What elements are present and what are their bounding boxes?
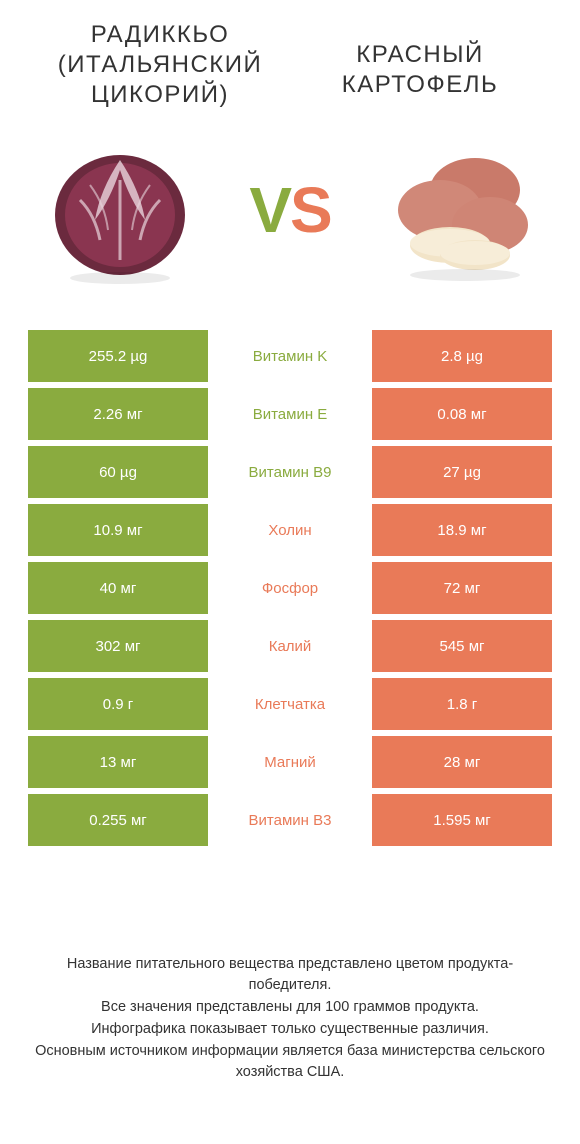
right-value: 28 мг [372, 736, 552, 788]
nutrient-row: 255.2 µgВитамин K2.8 µg [28, 330, 552, 382]
right-value: 0.08 мг [372, 388, 552, 440]
vs-s: S [290, 174, 331, 246]
nutrient-row: 10.9 мгХолин18.9 мг [28, 504, 552, 556]
left-value: 40 мг [28, 562, 208, 614]
nutrient-row: 60 µgВитамин B927 µg [28, 446, 552, 498]
nutrient-row: 40 мгФосфор72 мг [28, 562, 552, 614]
nutrient-row: 13 мгМагний28 мг [28, 736, 552, 788]
nutrient-row: 302 мгКалий545 мг [28, 620, 552, 672]
right-value: 72 мг [372, 562, 552, 614]
left-value: 13 мг [28, 736, 208, 788]
nutrient-label: Витамин B9 [208, 446, 372, 498]
nutrient-label: Калий [208, 620, 372, 672]
left-value: 2.26 мг [28, 388, 208, 440]
right-value: 2.8 µg [372, 330, 552, 382]
left-value: 0.9 г [28, 678, 208, 730]
nutrient-row: 0.9 гКлетчатка1.8 г [28, 678, 552, 730]
right-value: 1.8 г [372, 678, 552, 730]
left-value: 255.2 µg [28, 330, 208, 382]
nutrient-label: Витамин B3 [208, 794, 372, 846]
nutrient-label: Витамин E [208, 388, 372, 440]
nutrient-row: 0.255 мгВитамин B31.595 мг [28, 794, 552, 846]
nutrient-row: 2.26 мгВитамин E0.08 мг [28, 388, 552, 440]
vs-v: V [249, 174, 290, 246]
footer-line: Все значения представлены для 100 граммо… [30, 997, 550, 1019]
left-value: 302 мг [28, 620, 208, 672]
footer-line: Основным источником информации является … [30, 1041, 550, 1085]
nutrient-label: Фосфор [208, 562, 372, 614]
left-value: 10.9 мг [28, 504, 208, 556]
right-value: 18.9 мг [372, 504, 552, 556]
left-value: 0.255 мг [28, 794, 208, 846]
nutrient-label: Витамин K [208, 330, 372, 382]
nutrient-label: Холин [208, 504, 372, 556]
nutrient-label: Клетчатка [208, 678, 372, 730]
footer-line: Название питательного вещества представл… [30, 954, 550, 998]
left-value: 60 µg [28, 446, 208, 498]
right-value: 1.595 мг [372, 794, 552, 846]
vs-label: VS [249, 173, 330, 247]
left-product-title: РАДИККЬО (ИТАЛЬЯНСКИЙ ЦИКОРИЙ) [30, 20, 290, 110]
comparison-table: 255.2 µgВитамин K2.8 µg2.26 мгВитамин E0… [0, 330, 580, 846]
right-value: 27 µg [372, 446, 552, 498]
nutrient-label: Магний [208, 736, 372, 788]
right-product-title: КРАСНЫЙ КАРТОФЕЛЬ [290, 40, 550, 110]
left-product-image [30, 120, 210, 300]
right-value: 545 мг [372, 620, 552, 672]
footer-line: Инфографика показывает только существенн… [30, 1019, 550, 1041]
footer-notes: Название питательного вещества представл… [30, 954, 550, 1085]
right-product-image [370, 120, 550, 300]
